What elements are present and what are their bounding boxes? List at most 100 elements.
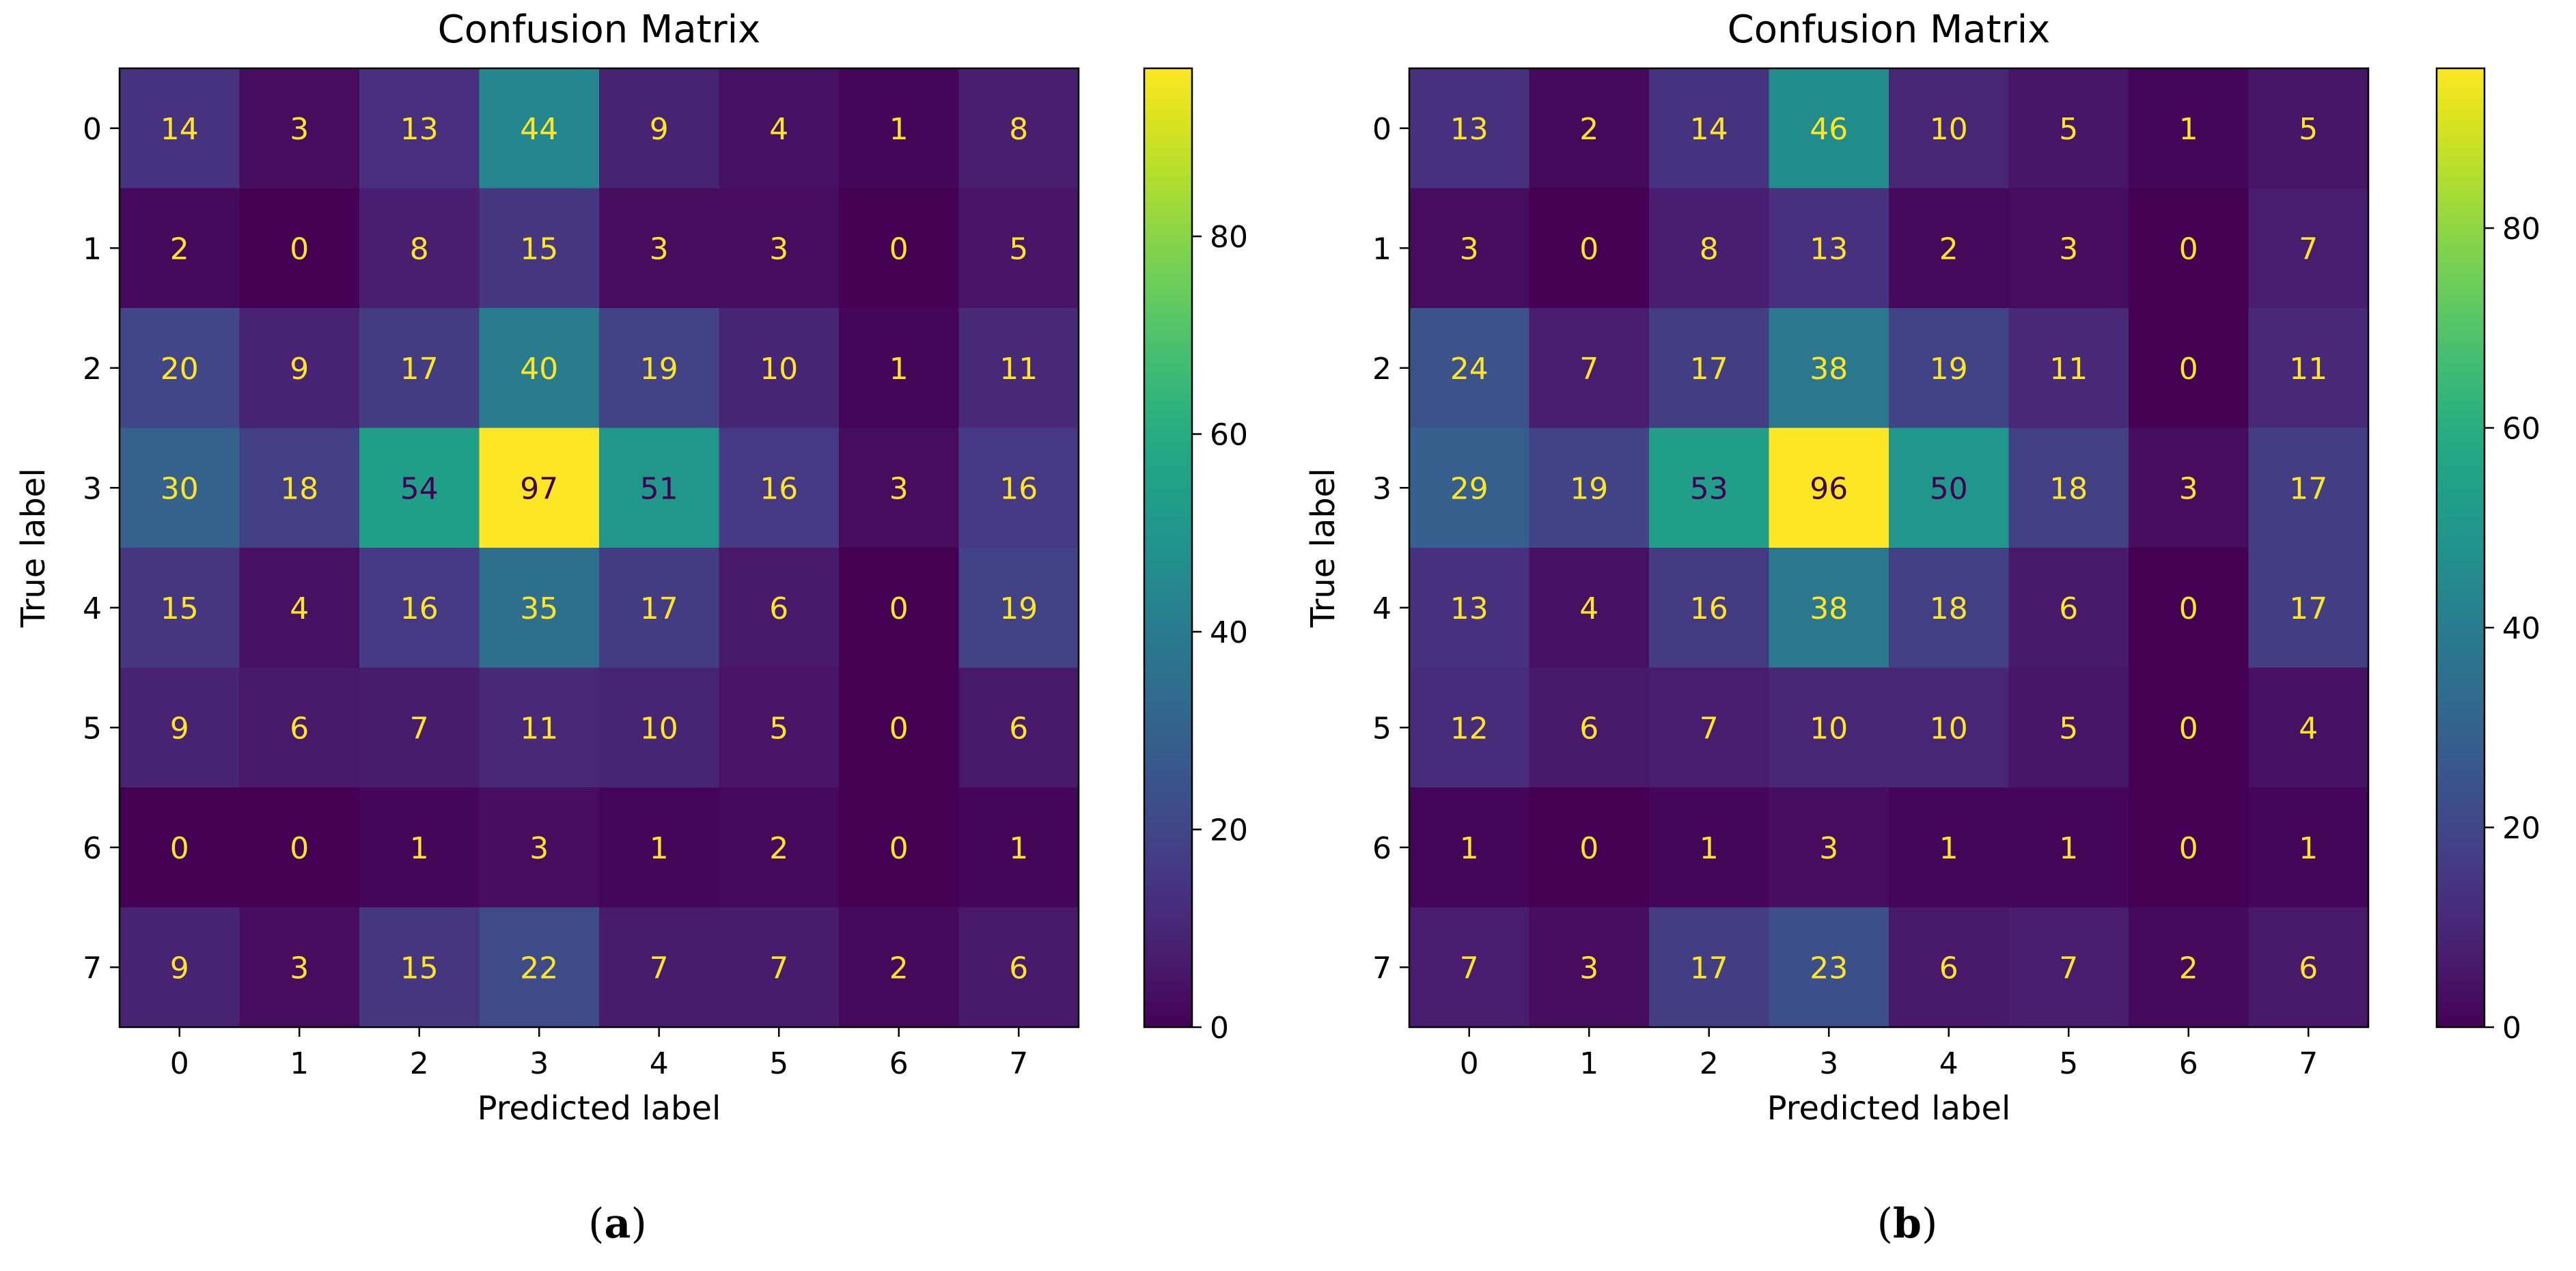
cell-value-label: 7	[769, 951, 788, 986]
cell-value-label: 7	[410, 711, 429, 746]
cell-value-label: 1	[889, 352, 909, 387]
cell-value-label: 0	[2179, 711, 2198, 746]
heatmap-cell	[839, 308, 960, 429]
cell-value-label: 24	[1450, 352, 1488, 387]
heatmap-cell	[2129, 428, 2249, 548]
cell-value-label: 0	[2179, 232, 2198, 266]
heatmap-cell	[839, 907, 960, 1028]
heatmap-cell	[1889, 667, 2010, 788]
heatmap-cell	[1409, 428, 1530, 548]
heatmap-cell	[839, 667, 960, 788]
heatmap-cell	[1889, 68, 2010, 189]
cell-value-label: 30	[161, 471, 199, 506]
heatmap-cell	[958, 308, 1079, 429]
cell-value-label: 11	[520, 711, 558, 746]
x-tick-label: 1	[1579, 1046, 1598, 1081]
caption-open-paren: (	[588, 1200, 604, 1248]
cell-value-label: 6	[769, 591, 788, 626]
y-tick-label: 5	[1372, 711, 1391, 746]
heatmap-cell	[1529, 548, 1650, 669]
cell-value-label: 14	[161, 112, 199, 147]
x-tick-label: 3	[1819, 1046, 1838, 1081]
y-tick-label: 1	[1372, 232, 1391, 266]
colorbar-tick-label: 0	[1210, 1011, 1229, 1046]
heatmap-cell	[1889, 428, 2010, 548]
heatmap-cell	[2248, 308, 2369, 429]
heatmap-cell	[599, 68, 720, 189]
cell-value-label: 0	[889, 711, 909, 746]
y-tick-label: 3	[1372, 471, 1391, 506]
cell-value-label: 2	[1579, 112, 1598, 147]
y-tick-label: 7	[83, 951, 102, 986]
cell-value-label: 40	[520, 352, 558, 387]
heatmap-cell	[359, 907, 480, 1028]
heatmap-cell	[479, 548, 600, 669]
cell-value-label: 3	[1819, 831, 1838, 866]
colorbar-tick-label: 0	[2502, 1011, 2521, 1046]
cell-value-label: 5	[2059, 711, 2078, 746]
cell-value-label: 0	[170, 831, 189, 866]
heatmap-cell	[239, 548, 360, 669]
cell-value-label: 3	[2059, 232, 2078, 266]
cell-value-label: 0	[2179, 352, 2198, 387]
heatmap-cell	[1769, 667, 1889, 788]
heatmap-cell	[2129, 667, 2249, 788]
cell-value-label: 22	[520, 951, 558, 986]
cell-value-label: 97	[520, 471, 558, 506]
heatmap-cell	[2129, 907, 2249, 1028]
heatmap-cell	[719, 308, 840, 429]
cell-value-label: 38	[1810, 352, 1848, 387]
cell-value-label: 4	[2299, 711, 2318, 746]
heatmap-cell	[120, 667, 240, 788]
x-tick-label: 6	[2179, 1046, 2198, 1081]
heatmap-cell	[120, 907, 240, 1028]
heatmap-cell	[599, 548, 720, 669]
heatmap-cell	[2248, 907, 2369, 1028]
cell-value-label: 4	[769, 112, 788, 147]
cell-value-label: 16	[400, 591, 439, 626]
caption-letter: b	[1893, 1200, 1922, 1248]
cell-value-label: 51	[640, 471, 678, 506]
cell-value-label: 10	[1810, 711, 1848, 746]
x-axis-label: Predicted label	[477, 1089, 721, 1128]
heatmap-cell	[479, 68, 600, 189]
cell-value-label: 18	[2049, 471, 2088, 506]
cell-value-label: 8	[410, 232, 429, 266]
cell-value-label: 6	[1939, 951, 1958, 986]
cell-value-label: 3	[769, 232, 788, 266]
cell-value-label: 7	[1460, 951, 1479, 986]
heatmap-cell	[1649, 787, 1770, 908]
cell-value-label: 6	[2059, 591, 2078, 626]
caption-close-paren: )	[631, 1200, 646, 1248]
cell-value-label: 19	[999, 591, 1038, 626]
cell-value-label: 0	[1579, 831, 1598, 866]
cell-value-label: 3	[2179, 471, 2198, 506]
plot-frame	[118, 67, 1080, 1029]
y-axis-label: True label	[1304, 468, 1342, 628]
heatmap-cell	[359, 548, 480, 669]
heatmap-cell	[2008, 548, 2129, 669]
heatmap-cell	[2008, 907, 2129, 1028]
heatmap-cell	[2129, 787, 2249, 908]
heatmap-cell	[239, 787, 360, 908]
y-axis-label: True label	[14, 468, 53, 628]
cell-value-label: 3	[889, 471, 909, 506]
cell-value-label: 13	[1450, 112, 1488, 147]
y-tick-label: 3	[83, 471, 102, 506]
heatmap-cell	[479, 667, 600, 788]
heatmap-cell	[1409, 188, 1530, 309]
colorbar	[1143, 67, 1193, 1029]
cell-value-label: 5	[2059, 112, 2078, 147]
cell-value-label: 19	[1930, 352, 1968, 387]
colorbar-tick-label: 80	[2502, 212, 2540, 247]
heatmap-cell	[1649, 188, 1770, 309]
cell-value-label: 29	[1450, 471, 1488, 506]
heatmap-cell	[958, 188, 1079, 309]
heatmap-cell	[958, 667, 1079, 788]
x-tick-label: 2	[410, 1046, 429, 1081]
y-tick-label: 4	[1372, 591, 1391, 626]
heatmap-cell	[599, 308, 720, 429]
heatmap-cell	[2008, 308, 2129, 429]
cell-value-label: 3	[290, 112, 309, 147]
heatmap-cell	[359, 68, 480, 189]
